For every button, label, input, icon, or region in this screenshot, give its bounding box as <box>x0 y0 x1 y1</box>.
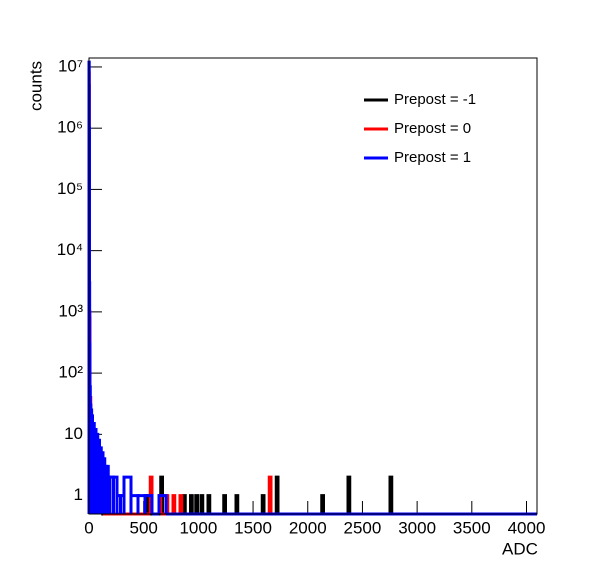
x-tick-label: 3500 <box>453 518 491 537</box>
histogram-bin <box>267 475 273 514</box>
x-tick-label: 0 <box>84 518 93 537</box>
histogram-bin <box>260 494 266 514</box>
y-axis-title: counts <box>26 61 45 111</box>
histogram-bin <box>199 494 205 514</box>
legend-label: Prepost = 1 <box>394 149 471 166</box>
histogram-bin <box>320 494 325 514</box>
histogram-bin <box>143 494 154 514</box>
histogram-bin <box>178 494 184 514</box>
histogram-bin <box>145 494 150 514</box>
x-tick-label: 2000 <box>289 518 327 537</box>
x-tick-label: 3000 <box>398 518 436 537</box>
plot-frame-top <box>88 57 538 515</box>
histogram-bin <box>189 494 194 514</box>
y-tick-label: 10⁴ <box>57 240 83 259</box>
histogram-bin <box>274 475 280 514</box>
y-tick-label: 10⁷ <box>58 56 83 75</box>
legend-label: Prepost = -1 <box>394 91 476 108</box>
histogram-bin <box>222 494 227 514</box>
y-tick-label: 1 <box>74 485 83 504</box>
y-tick-label: 10⁶ <box>57 118 83 137</box>
legend-label: Prepost = 0 <box>394 120 471 137</box>
histogram-bin <box>182 494 187 514</box>
y-tick-label: 10³ <box>58 301 83 320</box>
x-tick-label: 2500 <box>344 518 382 537</box>
y-tick-label: 10⁵ <box>57 179 83 198</box>
histogram-bin <box>346 475 352 514</box>
histogram-bin <box>234 494 240 514</box>
x-tick-label: 1500 <box>234 518 272 537</box>
x-tick-label: 1000 <box>179 518 217 537</box>
x-tick-label: 500 <box>130 518 158 537</box>
y-tick-label: 10² <box>58 363 83 382</box>
histogram-bin <box>194 494 199 514</box>
histogram-bin <box>206 494 212 514</box>
x-tick-label: 4000 <box>508 518 546 537</box>
histogram-bin <box>171 494 177 514</box>
histogram-bin <box>157 494 168 514</box>
x-axis-title: ADC <box>502 539 538 558</box>
histogram-bin <box>388 475 394 514</box>
y-tick-label: 10 <box>64 424 83 443</box>
